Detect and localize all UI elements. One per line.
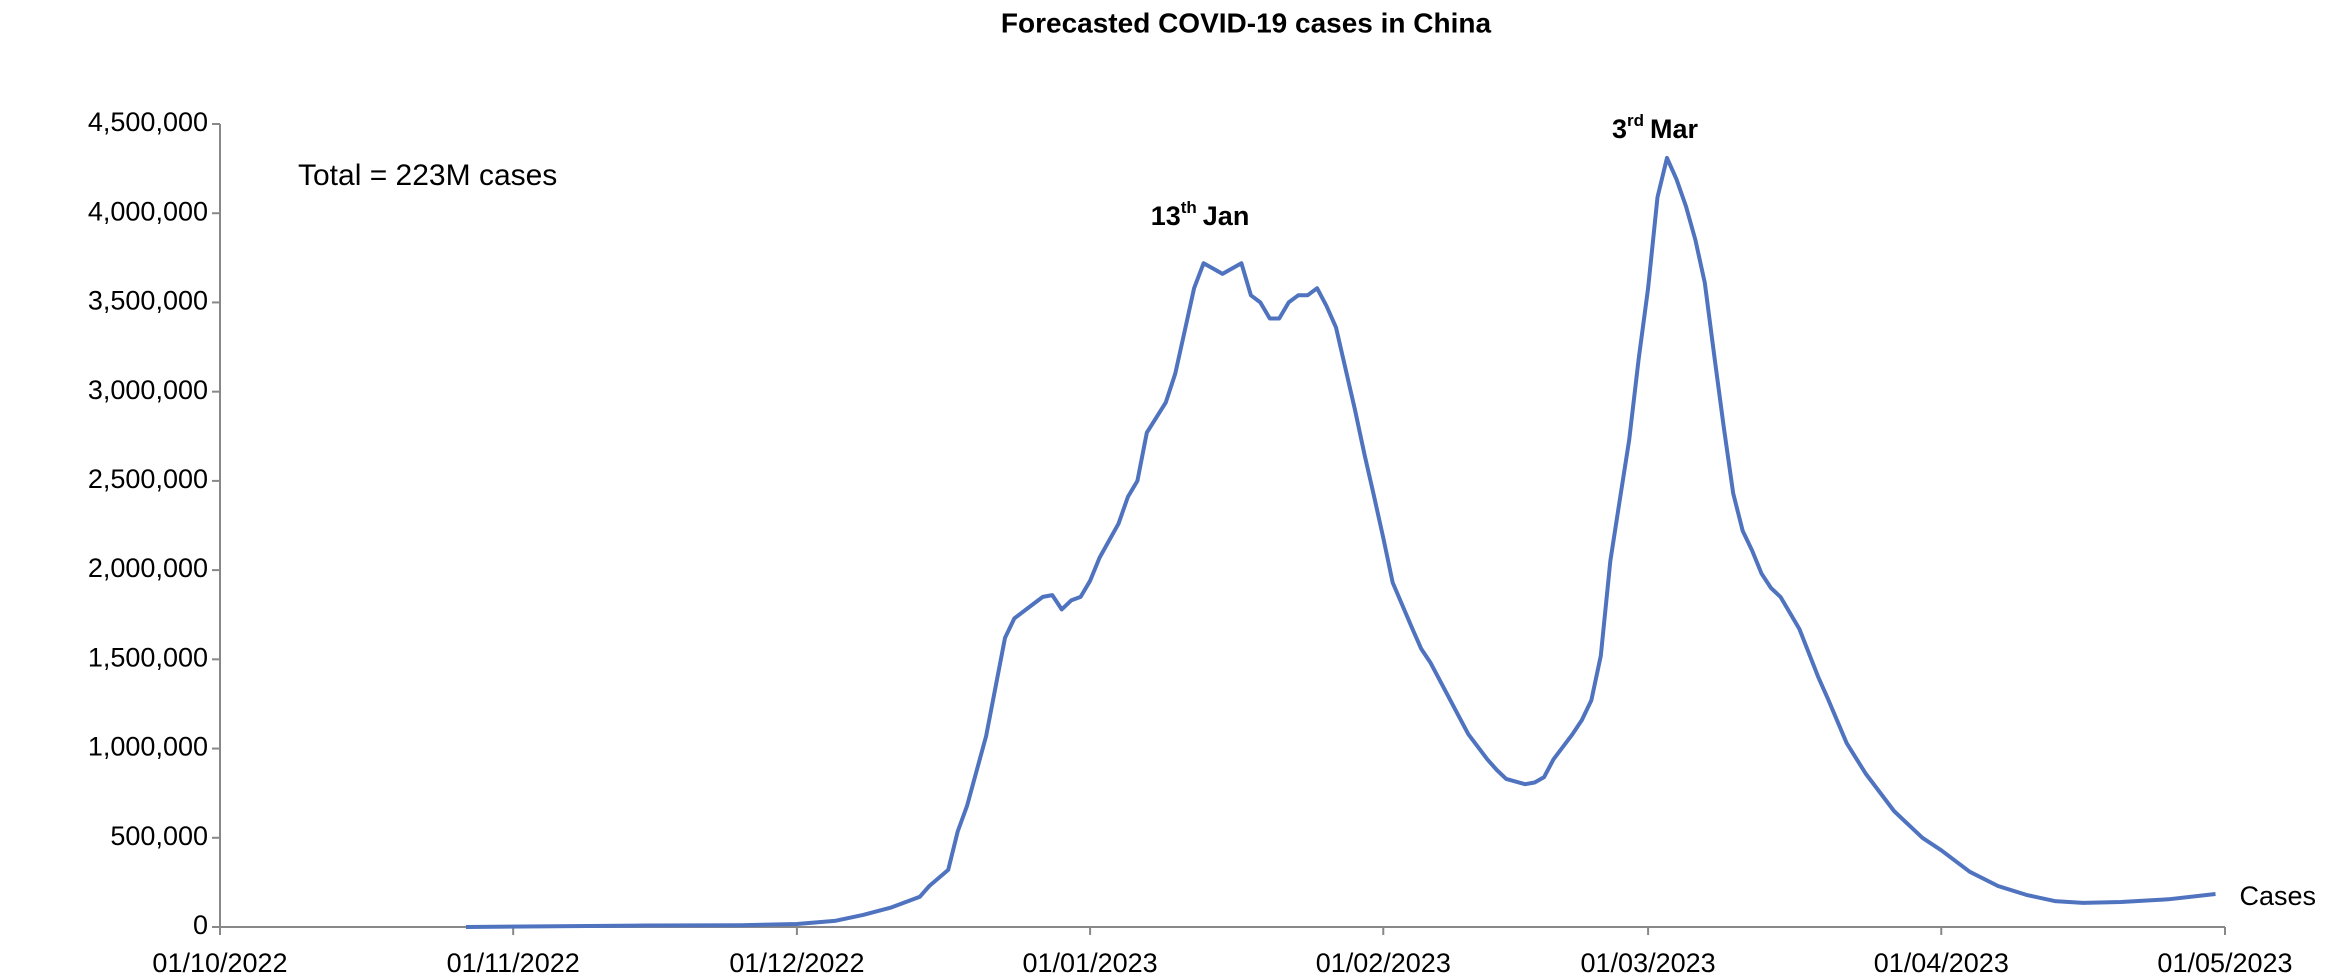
x-tick-label: 01/10/2022 [152,948,287,978]
x-tick-label: 01/02/2023 [1316,948,1451,978]
annotation-suffix: th [1181,198,1197,217]
chart-title: Forecasted COVID-19 cases in China [1001,7,1492,38]
x-tick-label: 01/04/2023 [1874,948,2009,978]
x-tick-label: 01/12/2022 [729,948,864,978]
annotation-day: 3 [1612,114,1627,144]
y-tick-label: 0 [193,910,208,940]
annotation-month: Mar [1650,114,1699,144]
y-tick-label: 500,000 [110,821,208,851]
y-tick-label: 4,500,000 [88,107,208,137]
y-tick-label: 2,500,000 [88,464,208,494]
x-tick-label: 01/05/2023 [2157,948,2292,978]
y-tick-label: 3,500,000 [88,286,208,316]
y-tick-label: 1,500,000 [88,642,208,672]
x-tick-label: 01/11/2022 [447,948,580,978]
peak-annotation: 3rd Mar [1612,111,1699,144]
legend-label: Cases [2240,881,2317,911]
annotation-suffix: rd [1627,111,1644,130]
x-tick-label: 01/03/2023 [1581,948,1716,978]
y-tick-label: 1,000,000 [88,732,208,762]
annotation-day: 13 [1151,201,1181,231]
x-tick-label: 01/01/2023 [1023,948,1158,978]
y-tick-label: 2,000,000 [88,553,208,583]
peak-annotation: 13th Jan [1151,198,1250,231]
y-tick-label: 4,000,000 [88,196,208,226]
series-line [465,155,2216,929]
y-tick-label: 3,000,000 [88,375,208,405]
total-note: Total = 223M cases [298,159,557,192]
annotation-month: Jan [1203,201,1250,231]
